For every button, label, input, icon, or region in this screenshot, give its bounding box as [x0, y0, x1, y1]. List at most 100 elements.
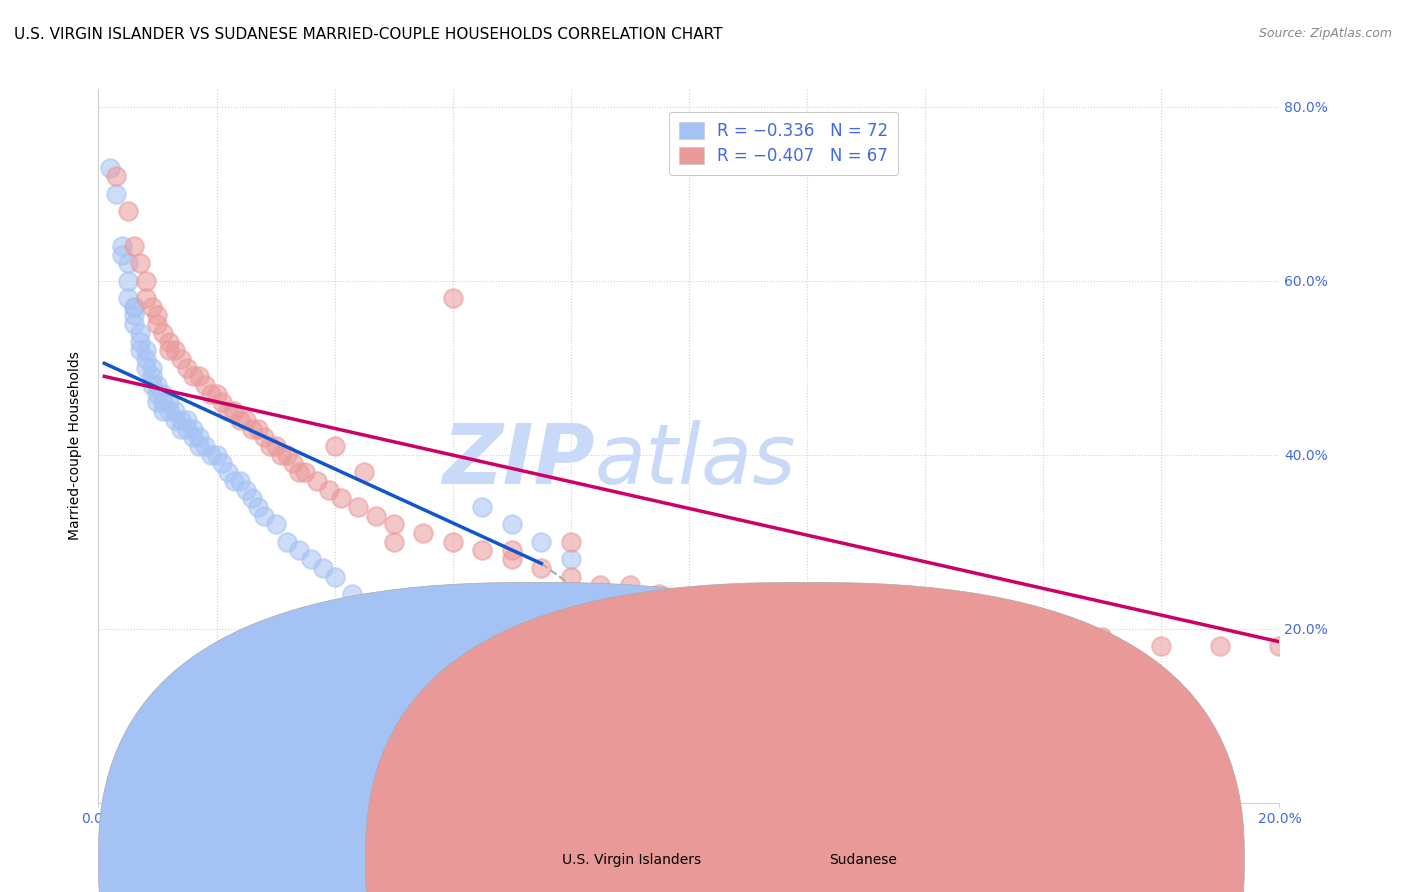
Point	[135, 360, 157, 375]
Point	[283, 752, 305, 766]
Point	[347, 500, 370, 514]
Point	[264, 439, 287, 453]
Point	[1091, 682, 1114, 697]
Point	[235, 413, 257, 427]
Point	[181, 369, 204, 384]
Point	[914, 622, 936, 636]
Point	[146, 378, 169, 392]
Point	[678, 596, 700, 610]
Point	[288, 465, 311, 479]
Point	[560, 534, 582, 549]
Point	[229, 474, 252, 488]
Point	[240, 421, 263, 435]
Point	[117, 256, 139, 270]
Point	[364, 604, 387, 618]
Point	[471, 500, 494, 514]
Point	[117, 291, 139, 305]
Point	[211, 457, 233, 471]
Point	[276, 534, 298, 549]
Point	[501, 517, 523, 532]
Text: ZIP: ZIP	[441, 420, 595, 500]
Point	[128, 326, 150, 340]
Point	[1209, 639, 1232, 653]
Text: Sudanese: Sudanese	[830, 853, 897, 867]
Point	[135, 291, 157, 305]
Point	[412, 639, 434, 653]
Point	[141, 360, 163, 375]
Point	[181, 430, 204, 444]
Point	[323, 569, 346, 583]
Point	[128, 334, 150, 349]
Point	[264, 743, 287, 757]
Point	[146, 386, 169, 401]
Point	[253, 430, 276, 444]
Point	[253, 508, 276, 523]
Legend: R = −0.336   N = 72, R = −0.407   N = 67: R = −0.336 N = 72, R = −0.407 N = 67	[669, 112, 898, 175]
Point	[530, 534, 553, 549]
Point	[353, 465, 375, 479]
Point	[176, 421, 198, 435]
Point	[1268, 639, 1291, 653]
Point	[205, 386, 228, 401]
Point	[165, 413, 187, 427]
Point	[194, 439, 217, 453]
Point	[135, 351, 157, 366]
Point	[305, 474, 328, 488]
Point	[157, 395, 180, 409]
Point	[157, 343, 180, 358]
Point	[105, 186, 128, 201]
Point	[176, 360, 198, 375]
Point	[200, 386, 222, 401]
Point	[217, 708, 239, 723]
Point	[382, 622, 405, 636]
Point	[501, 543, 523, 558]
Point	[318, 483, 340, 497]
Point	[152, 404, 174, 418]
Text: atlas: atlas	[595, 420, 796, 500]
Point	[135, 343, 157, 358]
Point	[530, 561, 553, 575]
Point	[211, 395, 233, 409]
Point	[648, 587, 671, 601]
Point	[329, 491, 352, 506]
Point	[224, 474, 246, 488]
Point	[117, 204, 139, 219]
Point	[589, 578, 612, 592]
Point	[111, 247, 134, 261]
Point	[141, 378, 163, 392]
Point	[122, 300, 145, 314]
Point	[122, 317, 145, 331]
Point	[117, 274, 139, 288]
Point	[323, 439, 346, 453]
Point	[501, 552, 523, 566]
Point	[152, 326, 174, 340]
Point	[141, 300, 163, 314]
Point	[560, 569, 582, 583]
Point	[382, 517, 405, 532]
Point	[105, 169, 128, 184]
Point	[294, 465, 316, 479]
Point	[170, 413, 193, 427]
Point	[170, 421, 193, 435]
Point	[471, 543, 494, 558]
Point	[135, 274, 157, 288]
Point	[194, 378, 217, 392]
Point	[335, 665, 357, 680]
Point	[98, 161, 121, 175]
Point	[146, 317, 169, 331]
Point	[122, 300, 145, 314]
Point	[165, 404, 187, 418]
Point	[412, 526, 434, 541]
Point	[1032, 631, 1054, 645]
Point	[229, 717, 252, 731]
Point	[264, 517, 287, 532]
Point	[737, 604, 759, 618]
Point	[141, 369, 163, 384]
Point	[187, 439, 209, 453]
Point	[240, 491, 263, 506]
Point	[205, 691, 228, 706]
Point	[240, 726, 263, 740]
Text: U.S. VIRGIN ISLANDER VS SUDANESE MARRIED-COUPLE HOUSEHOLDS CORRELATION CHART: U.S. VIRGIN ISLANDER VS SUDANESE MARRIED…	[14, 27, 723, 42]
Point	[122, 309, 145, 323]
Point	[796, 613, 818, 627]
